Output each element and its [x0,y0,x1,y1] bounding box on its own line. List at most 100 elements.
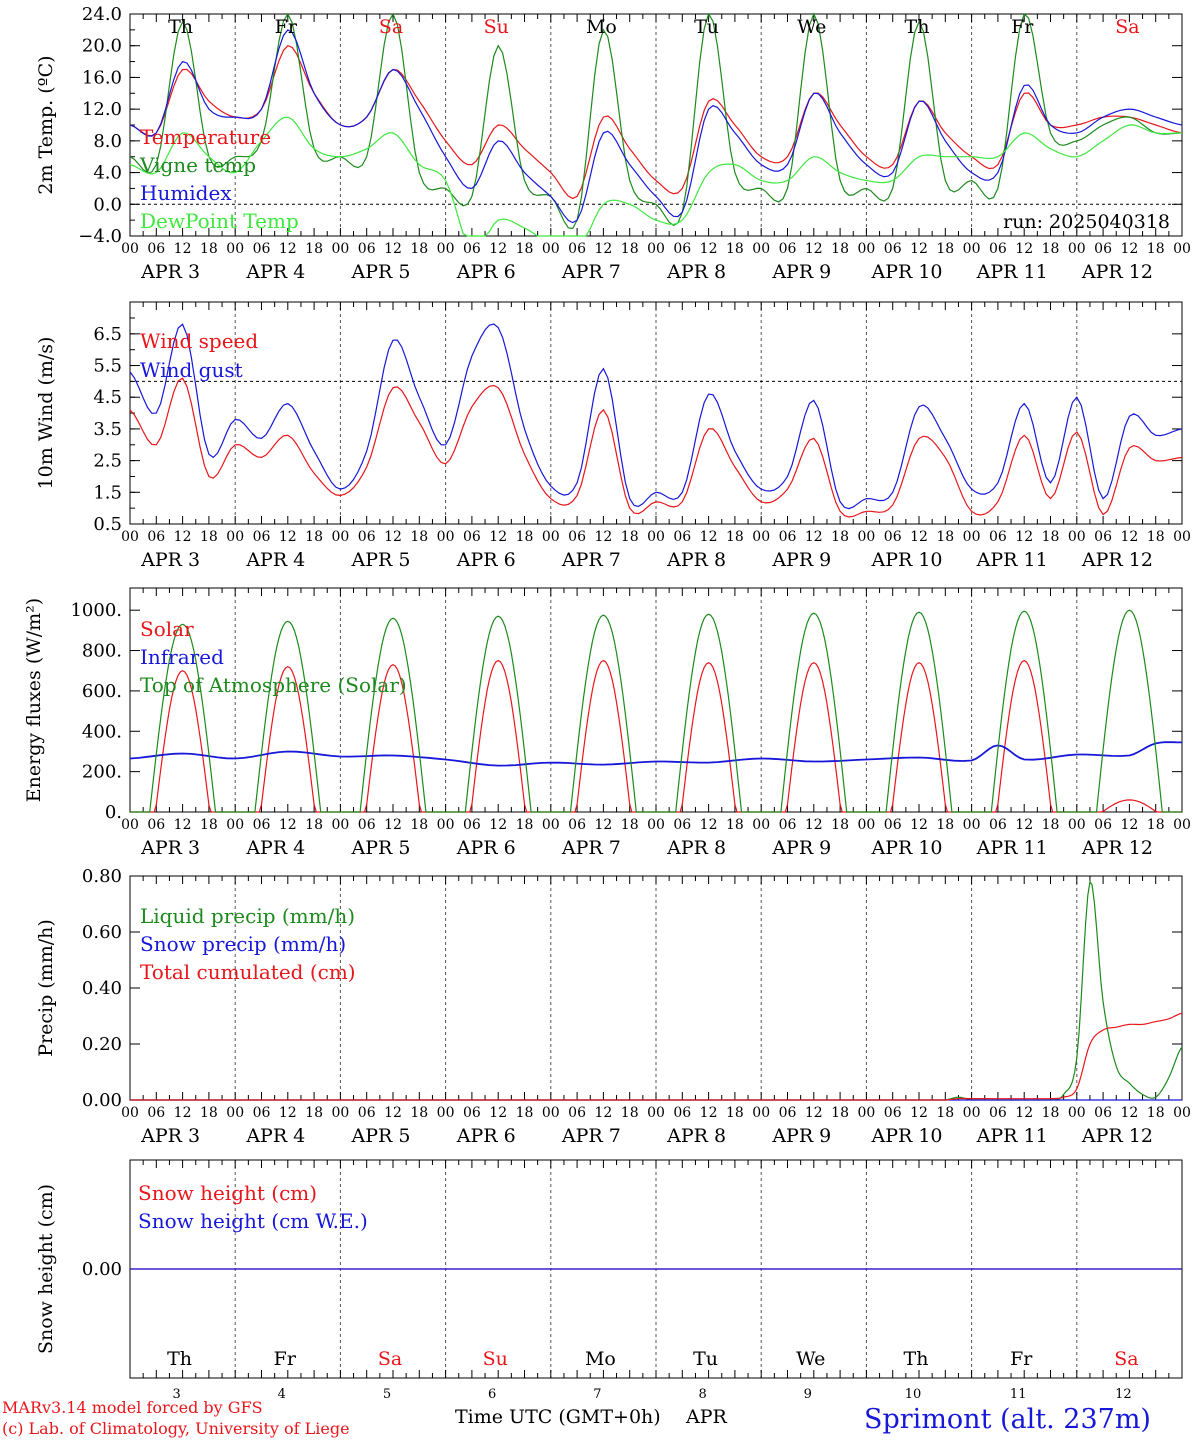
hour-tick-label: 06 [989,817,1007,833]
day-number-label: 5 [383,1387,391,1402]
footer: 3 4 5 6 7 8 9 10 11 12 Time UTC (GMT+0h) APR MARv… [2,1387,1151,1438]
day-of-week-label: Fr [1010,1348,1033,1370]
y-axis-label: Precip (mm/h) [35,919,57,1057]
day-of-week-label: We [797,16,826,38]
y-tick-label: 16.0 [82,67,122,88]
hour-tick-label: 18 [305,241,323,257]
hour-tick-label: 12 [805,529,823,545]
hour-tick-label: 00 [121,241,139,257]
date-label: APR 6 [456,261,516,283]
date-label: APR 5 [351,1125,411,1147]
meteogram-panels: 24.0 20.0 16.0 12.0 8.0 4.0 0.0 −4.0 2m Temp. (º… [23,4,1191,1379]
hour-tick-label: 18 [305,1105,323,1121]
day-number-label: 4 [278,1387,286,1402]
series-line-wind-gust [129,323,1183,510]
date-label: APR 11 [976,549,1048,571]
y-tick-label: 2.5 [93,451,122,472]
day-of-week-label: Fr [274,1348,297,1370]
hour-tick-label: 12 [384,817,402,833]
date-label: APR 10 [870,549,942,571]
hour-tick-label: 00 [857,529,875,545]
hour-tick-label: 18 [726,529,744,545]
hour-tick-label: 06 [358,529,376,545]
hour-tick-label: 12 [700,817,718,833]
run-annotation: run: 2025040318 [1003,211,1170,233]
hour-tick-label: 00 [857,1105,875,1121]
date-label: APR 10 [870,1125,942,1147]
day-of-week-label: Tu [693,1348,718,1370]
hour-tick-label: 06 [147,817,165,833]
x-axis-month-label: APR [685,1406,728,1428]
hour-tick-label: 00 [331,817,349,833]
hour-tick-label: 00 [121,529,139,545]
hour-tick-label: 00 [437,817,455,833]
hour-tick-label: 18 [1042,817,1060,833]
hour-tick-label: 18 [410,1105,428,1121]
panel-wind: 6.5 5.5 4.5 3.5 2.5 1.5 0.5 10m Wind (m/s) Wind … [35,301,1191,571]
hour-tick-label: 18 [936,1105,954,1121]
date-label: APR 4 [245,1125,305,1147]
hour-tick-label: 06 [568,1105,586,1121]
date-label: APR 10 [870,837,942,859]
day-of-week-label: Th [168,16,193,38]
date-label: APR 5 [351,261,411,283]
hour-tick-label: 12 [279,241,297,257]
y-tick-label: 8.0 [93,131,122,152]
hour-tick-label: 12 [174,529,192,545]
day-number-label: 7 [593,1387,601,1402]
date-label: APR 6 [456,1125,516,1147]
hour-tick-label: 18 [621,817,639,833]
hour-tick-label: 18 [1042,529,1060,545]
hour-tick-label: 06 [358,817,376,833]
date-label: APR 10 [870,261,942,283]
hour-tick-label: 18 [621,1105,639,1121]
y-tick-label: 0.60 [82,922,122,943]
y-axis-label: 10m Wind (m/s) [35,337,57,490]
series-line-top-of-atmosphere-solar- [130,609,1182,813]
hour-tick-label: 00 [1068,1105,1086,1121]
date-label: APR 7 [561,1125,621,1147]
hour-tick-label: 06 [779,241,797,257]
hour-tick-label: 18 [410,241,428,257]
hour-tick-label: 06 [147,529,165,545]
hour-tick-label: 18 [305,817,323,833]
model-credit: MARv3.14 model forced by GFS [2,1398,263,1417]
hour-tick-label: 18 [726,817,744,833]
day-of-week-label: Th [905,16,930,38]
hour-tick-label: 12 [910,1105,928,1121]
legend-entry: Liquid precip (mm/h) [140,904,355,928]
hour-tick-label: 00 [857,241,875,257]
y-tick-label: 20.0 [82,36,122,57]
hour-tick-label: 06 [673,1105,691,1121]
hour-tick-label: 12 [1120,817,1138,833]
y-tick-label: 0.0 [93,194,122,215]
hour-tick-label: 06 [1094,817,1112,833]
hour-tick-label: 06 [673,241,691,257]
hour-tick-label: 00 [752,1105,770,1121]
y-tick-label: 1000. [70,600,122,621]
hour-tick-label: 06 [673,529,691,545]
date-label: APR 11 [976,837,1048,859]
hour-tick-label: 18 [410,529,428,545]
hour-tick-label: 18 [831,529,849,545]
day-of-week-label: Sa [378,1348,402,1370]
y-axis-label: Energy fluxes (W/m²) [23,598,45,802]
legend-entry: Snow height (cm) [138,1181,317,1205]
hour-tick-label: 00 [1173,529,1191,545]
hour-tick-label: 12 [1120,1105,1138,1121]
y-tick-label: 6.5 [93,324,122,345]
hour-tick-label: 12 [174,1105,192,1121]
y-tick-label: 4.0 [93,163,122,184]
hour-tick-label: 06 [253,1105,271,1121]
legend-entry: DewPoint Temp [140,209,299,233]
day-number-label: 9 [804,1387,812,1402]
day-of-week-label: Th [167,1348,192,1370]
hour-tick-label: 12 [174,241,192,257]
legend-entry: Temperature [140,125,271,149]
y-tick-label: 1.5 [93,482,122,503]
hour-tick-label: 00 [331,241,349,257]
legend-entry: Vigne temp [139,153,256,177]
hour-tick-label: 00 [437,1105,455,1121]
date-label: APR 3 [140,261,200,283]
